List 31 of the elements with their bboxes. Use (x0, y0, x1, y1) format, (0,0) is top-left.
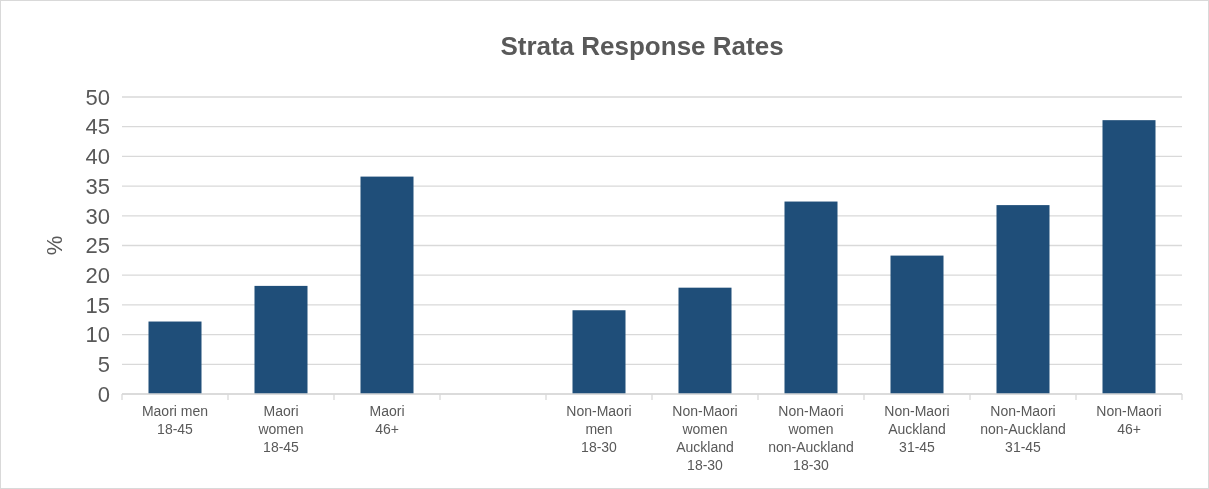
x-tick-label: Non-Maori 46+ (1096, 403, 1162, 437)
y-tick-label: 10 (85, 322, 110, 348)
y-tick-label: 15 (85, 292, 110, 318)
bar (360, 176, 414, 394)
y-tick-label: 45 (85, 114, 110, 140)
chart-title: Strata Response Rates (500, 31, 784, 61)
bar (890, 255, 944, 394)
bar (678, 287, 732, 394)
bar (148, 321, 202, 394)
y-tick-label: 40 (85, 144, 110, 170)
x-tick-label: Non-Maori women Auckland 18-30 (672, 403, 738, 473)
y-tick-label: 20 (85, 262, 110, 288)
y-axis-title: % (42, 235, 67, 256)
x-tick-label: Maori women 18-45 (257, 403, 304, 455)
y-tick-label: 0 (97, 381, 110, 407)
bar (572, 310, 626, 394)
y-tick-label: 25 (85, 233, 110, 259)
x-tick-label: Non-Maori Auckland 31-45 (884, 403, 950, 455)
x-tick-label: Non-Maori non-Auckland 31-45 (980, 403, 1066, 455)
y-tick-label: 30 (85, 203, 110, 229)
y-tick-label: 35 (85, 173, 110, 199)
x-tick-label: Maori 46+ (369, 403, 405, 437)
bar (996, 205, 1050, 394)
bar (254, 285, 308, 394)
bar (1102, 120, 1156, 394)
y-tick-label: 50 (85, 84, 110, 110)
x-tick-label: Non-Maori men 18-30 (566, 403, 632, 455)
bar (784, 201, 838, 394)
y-tick-label: 5 (97, 352, 110, 377)
x-tick-label: Non-Maori women non-Auckland 18-30 (768, 403, 854, 473)
x-tick-label: Maori men 18-45 (141, 403, 209, 437)
